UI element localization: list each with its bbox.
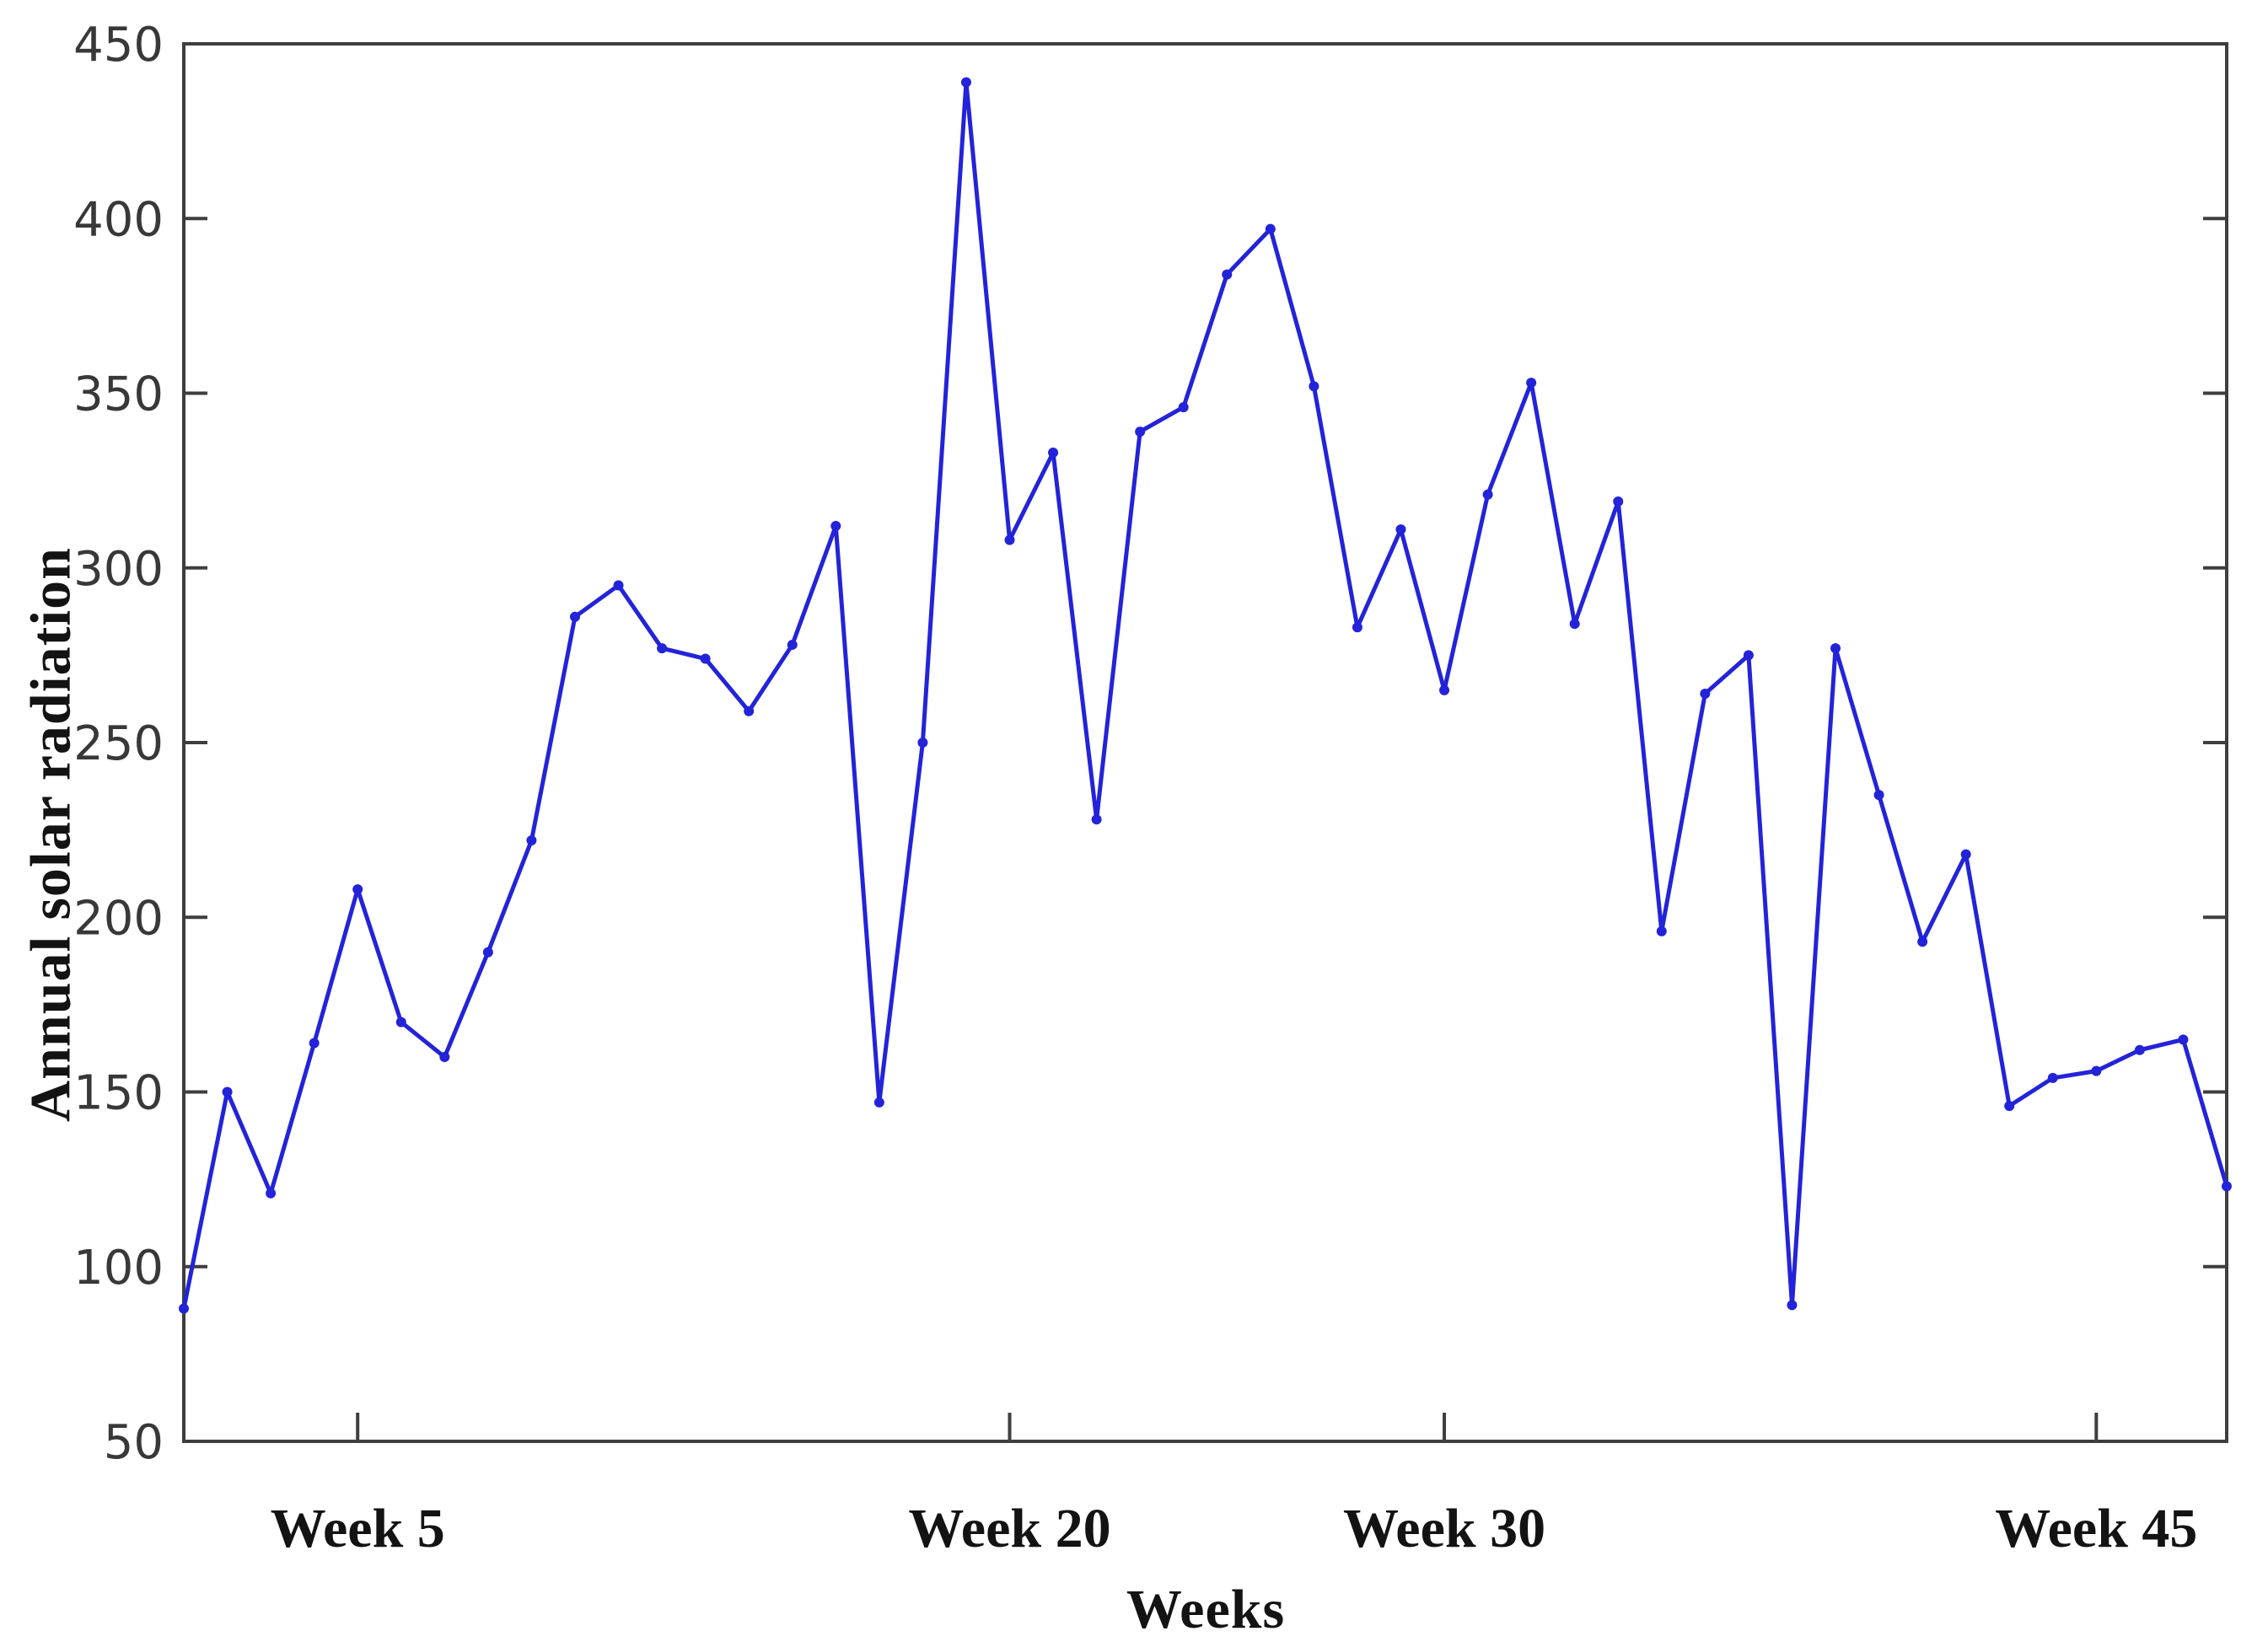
y-tick-label: 350 bbox=[73, 367, 164, 422]
data-point bbox=[1048, 447, 1059, 458]
y-axis-title: Annual solar radiation bbox=[18, 546, 83, 1123]
y-tick-label: 400 bbox=[73, 192, 164, 247]
data-point bbox=[266, 1188, 277, 1199]
data-point bbox=[482, 947, 493, 958]
data-point bbox=[179, 1303, 189, 1314]
data-point bbox=[700, 653, 711, 664]
data-point bbox=[787, 639, 798, 650]
data-point bbox=[526, 835, 537, 846]
data-point bbox=[1873, 790, 1884, 801]
data-point bbox=[1265, 223, 1276, 234]
y-tick-label: 150 bbox=[73, 1066, 164, 1121]
x-tick-label: Week 20 bbox=[908, 1498, 1110, 1559]
x-axis-title: Weeks bbox=[1126, 1579, 1286, 1640]
data-point bbox=[1004, 534, 1015, 545]
data-point bbox=[569, 611, 580, 622]
x-tick-label: Week 45 bbox=[1995, 1498, 2197, 1559]
y-tick-label: 100 bbox=[73, 1241, 164, 1296]
data-point bbox=[1135, 427, 1146, 437]
y-tick-label: 200 bbox=[73, 891, 164, 946]
data-point bbox=[309, 1038, 320, 1049]
data-point bbox=[1569, 619, 1580, 630]
data-point bbox=[439, 1052, 450, 1063]
data-point bbox=[2091, 1065, 2102, 1076]
data-point bbox=[1309, 381, 1319, 392]
data-point bbox=[1482, 489, 1493, 500]
data-point bbox=[1917, 936, 1928, 947]
data-point bbox=[657, 643, 668, 654]
data-point bbox=[1700, 688, 1711, 699]
y-tick-label: 250 bbox=[73, 716, 164, 771]
data-point bbox=[222, 1086, 233, 1097]
data-point bbox=[1395, 524, 1406, 535]
data-point bbox=[917, 738, 928, 748]
data-point bbox=[744, 705, 755, 716]
data-point bbox=[1656, 925, 1667, 936]
data-point bbox=[2047, 1072, 2058, 1083]
data-point bbox=[1787, 1300, 1798, 1311]
plot-frame bbox=[182, 42, 2228, 1443]
data-point bbox=[1743, 650, 1754, 661]
y-tick-label: 50 bbox=[104, 1415, 164, 1470]
y-tick-label: 450 bbox=[73, 18, 164, 72]
data-point bbox=[1526, 378, 1537, 389]
x-tick-label: Week 30 bbox=[1343, 1498, 1545, 1559]
data-point bbox=[1091, 814, 1102, 825]
data-point bbox=[1222, 269, 1233, 280]
data-line bbox=[181, 80, 2229, 1311]
data-point bbox=[2134, 1044, 2145, 1055]
data-point bbox=[1178, 402, 1189, 413]
data-point bbox=[873, 1097, 884, 1108]
data-point bbox=[2004, 1101, 2015, 1112]
data-point bbox=[1439, 684, 1450, 695]
x-tick-label: Week 5 bbox=[271, 1498, 445, 1559]
data-point bbox=[395, 1017, 406, 1027]
data-point bbox=[1352, 622, 1362, 633]
data-point bbox=[1960, 849, 1971, 860]
data-point bbox=[352, 884, 363, 895]
data-point bbox=[830, 521, 841, 532]
data-point bbox=[2222, 1181, 2232, 1192]
data-point bbox=[613, 580, 624, 591]
data-point bbox=[1830, 643, 1841, 654]
data-point bbox=[960, 77, 971, 88]
data-point bbox=[1613, 496, 1624, 507]
data-point bbox=[2178, 1034, 2189, 1045]
y-tick-label: 300 bbox=[73, 542, 164, 597]
